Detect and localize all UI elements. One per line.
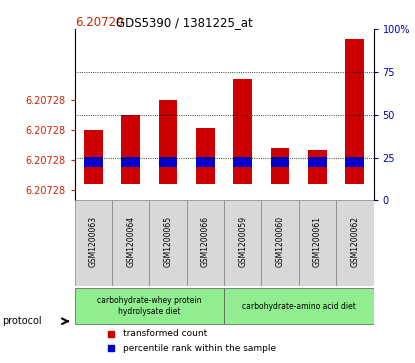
Text: GDS5390 / 1381225_at: GDS5390 / 1381225_at xyxy=(116,16,253,29)
Bar xyxy=(224,288,374,324)
Text: GSM1200061: GSM1200061 xyxy=(313,216,322,267)
Bar xyxy=(345,157,364,167)
Bar xyxy=(299,200,336,286)
Text: 6.20729: 6.20729 xyxy=(75,16,123,29)
Bar xyxy=(187,200,224,286)
Text: GSM1200062: GSM1200062 xyxy=(350,216,359,267)
Text: GSM1200060: GSM1200060 xyxy=(276,216,285,267)
Text: carbohydrate-amino acid diet: carbohydrate-amino acid diet xyxy=(242,302,356,311)
Bar xyxy=(159,99,178,184)
Bar xyxy=(84,157,103,167)
Text: protocol: protocol xyxy=(2,316,42,326)
Bar xyxy=(271,148,290,184)
Text: GSM1200064: GSM1200064 xyxy=(126,216,135,267)
Bar xyxy=(196,157,215,167)
Text: GSM1200065: GSM1200065 xyxy=(164,216,173,267)
Bar xyxy=(196,128,215,184)
Bar xyxy=(345,39,364,184)
Text: GSM1200066: GSM1200066 xyxy=(201,216,210,267)
Bar xyxy=(112,200,149,286)
Bar xyxy=(261,200,299,286)
Bar xyxy=(121,157,140,167)
Bar xyxy=(308,150,327,184)
Text: percentile rank within the sample: percentile rank within the sample xyxy=(122,344,276,353)
Bar xyxy=(336,200,374,286)
Text: GSM1200059: GSM1200059 xyxy=(238,216,247,267)
Bar xyxy=(224,200,261,286)
Bar xyxy=(75,288,224,324)
Bar xyxy=(84,130,103,184)
Bar xyxy=(233,79,252,184)
Bar xyxy=(271,157,290,167)
Bar xyxy=(149,200,187,286)
Text: carbohydrate-whey protein
hydrolysate diet: carbohydrate-whey protein hydrolysate di… xyxy=(97,297,202,316)
Text: transformed count: transformed count xyxy=(122,329,207,338)
Bar xyxy=(159,157,178,167)
Bar xyxy=(308,157,327,167)
Bar xyxy=(121,115,140,184)
Bar xyxy=(75,200,112,286)
Text: GSM1200063: GSM1200063 xyxy=(89,216,98,267)
Bar xyxy=(233,157,252,167)
